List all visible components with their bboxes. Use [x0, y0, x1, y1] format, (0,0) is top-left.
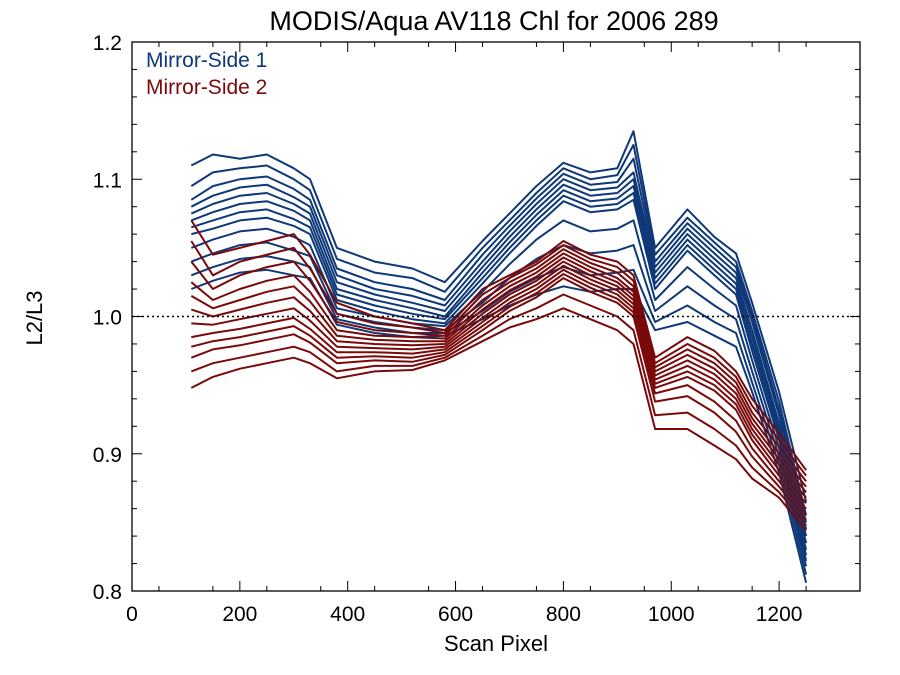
series-lines [190, 130, 808, 584]
chart-title: MODIS/Aqua AV118 Chl for 2006 289 [269, 6, 718, 36]
series-line-1-7 [190, 192, 808, 551]
legend-entry-2: Mirror-Side 2 [146, 76, 267, 99]
series-line-1-5 [190, 178, 808, 537]
legend: Mirror-Side 1 Mirror-Side 2 [146, 49, 267, 99]
series-line-2-3 [190, 248, 807, 482]
series-line-1-10 [190, 241, 808, 567]
series-line-2-4 [190, 252, 807, 488]
series-line-1-4 [190, 171, 808, 530]
x-tick-label-800: 800 [546, 603, 581, 626]
series-line-2-10 [190, 277, 807, 521]
series-line-2-8 [191, 268, 807, 510]
series-line-1-1 [190, 130, 808, 503]
series-line-2-1 [190, 219, 807, 471]
series-line-2-5 [190, 256, 807, 493]
axes: 0 200 400 600 800 1000 1200 0.8 0.9 1.0 1.1 1.2 [93, 32, 861, 626]
series-line-2-9 [191, 273, 807, 515]
x-tick-label-1200: 1200 [756, 603, 803, 626]
y-tick-label-4: 1.2 [93, 32, 122, 55]
legend-entry-1: Mirror-Side 1 [146, 49, 267, 72]
series-line-1-8 [191, 198, 808, 556]
series-line-2-12 [190, 307, 807, 532]
series-line-1-11 [190, 255, 808, 575]
series-line-2-6 [190, 260, 807, 499]
series-line-2-7 [191, 264, 807, 504]
series-line-1-2 [190, 143, 808, 516]
y-tick-label-1: 0.9 [93, 444, 122, 467]
series-line-2-11 [190, 293, 807, 526]
x-tick-label-600: 600 [438, 603, 473, 626]
series-line-1-3 [190, 157, 808, 523]
series-line-2-2 [190, 240, 807, 477]
y-tick-label-2: 1.0 [93, 307, 122, 330]
y-tick-label-0: 0.8 [93, 581, 122, 604]
series-line-1-6 [190, 185, 808, 544]
y-axis-label: L2/L3 [22, 290, 47, 345]
y-tick-label-3: 1.1 [93, 169, 122, 192]
x-tick-label-200: 200 [222, 603, 257, 626]
x-tick-label-1000: 1000 [648, 603, 695, 626]
x-tick-label-0: 0 [126, 603, 138, 626]
x-tick-label-400: 400 [330, 603, 365, 626]
x-axis-label: Scan Pixel [444, 631, 548, 656]
